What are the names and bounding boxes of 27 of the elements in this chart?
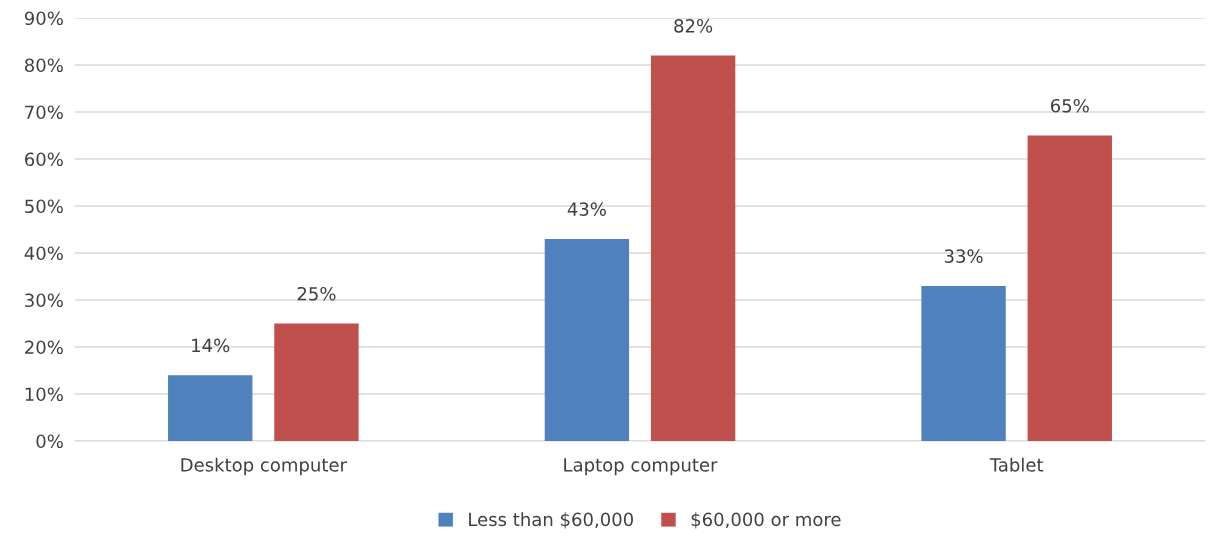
data-label: 33%: [944, 249, 983, 263]
data-label: 82%: [674, 19, 713, 33]
data-label: 14%: [192, 338, 230, 353]
data-label: 65%: [1050, 98, 1089, 113]
data-label: 43%: [567, 202, 606, 216]
x-tick-label: Laptop computer: [564, 458, 718, 476]
y-tick-label: 0%: [36, 434, 63, 449]
data-label: 25%: [297, 286, 336, 301]
x-tick-label: Tablet: [989, 457, 1044, 472]
legend-label: Less than $60,000: [469, 512, 633, 529]
bar: [1027, 135, 1112, 441]
bar: [650, 55, 736, 441]
y-tick-label: 60%: [25, 152, 63, 167]
bar: [544, 238, 630, 441]
y-tick-label: 70%: [25, 105, 63, 120]
y-tick-label: 80%: [24, 58, 63, 73]
bar: [168, 375, 253, 441]
x-tick-label: Desktop computer: [181, 457, 347, 476]
y-tick-label: 10%: [25, 387, 63, 402]
bar: [274, 323, 359, 441]
y-tick-label: 40%: [24, 246, 63, 261]
y-tick-label: 90%: [24, 11, 63, 26]
y-tick-label: 20%: [25, 340, 63, 355]
y-tick-label: 30%: [25, 293, 63, 308]
y-tick-label: 50%: [25, 199, 63, 214]
legend-label: $60,000 or more: [691, 512, 841, 529]
bar: [921, 285, 1006, 441]
